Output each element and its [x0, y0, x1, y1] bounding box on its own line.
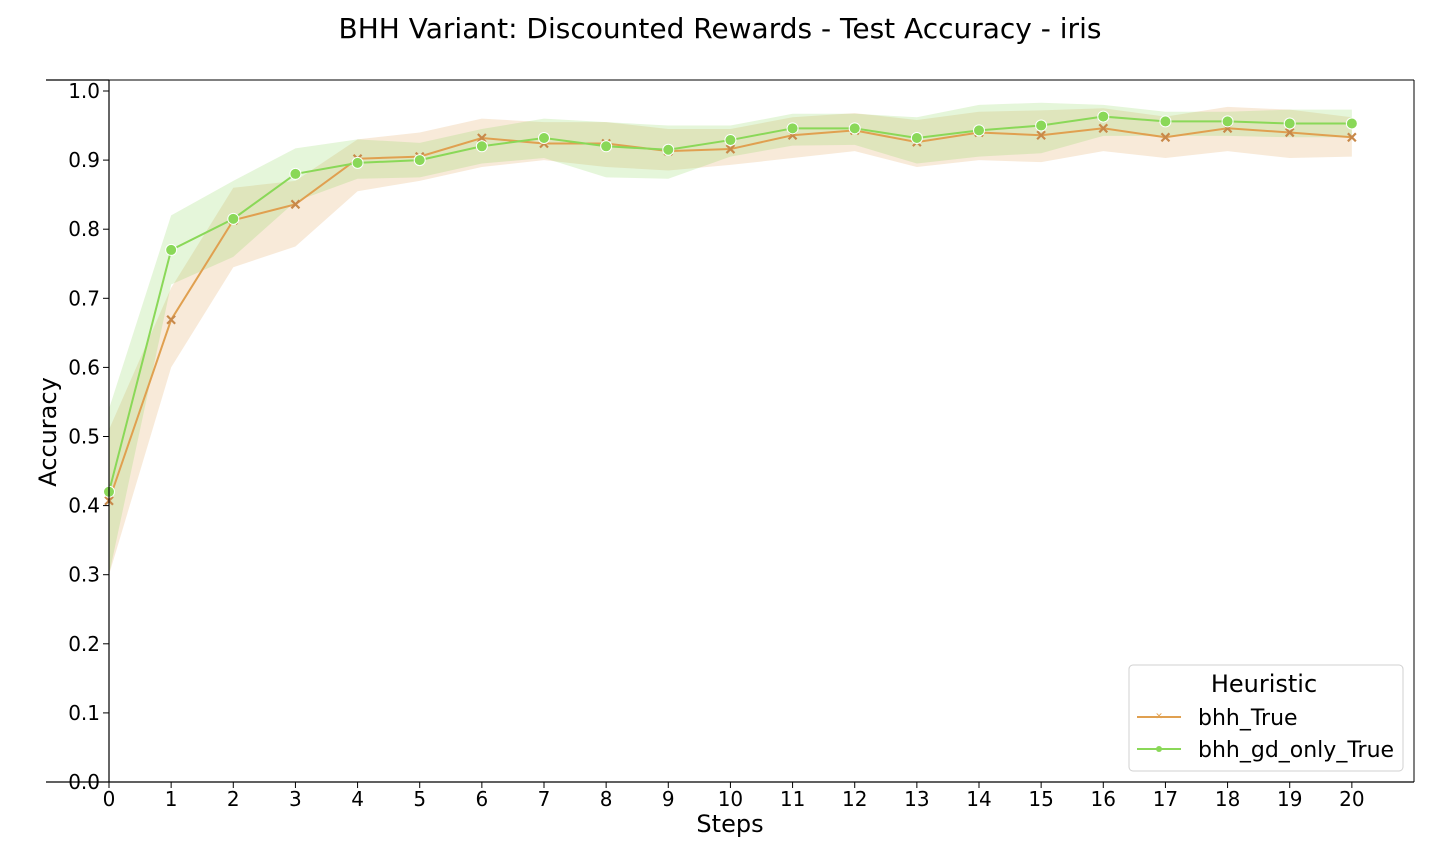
legend-box — [1128, 664, 1404, 772]
legend-marker-bhh-true: ✕ — [1155, 712, 1163, 722]
point-bhh-gd-only-true — [538, 131, 550, 144]
point-bhh-true — [1036, 130, 1046, 141]
y-axis-ticks: 0.0 0.1 0.2 0.3 0.4 0.5 0.6 0.7 0.8 0.9 1.0 — [68, 79, 109, 794]
legend-label-bhh-true: bhh_True — [1198, 706, 1298, 731]
legend-marker-bhh-gd-only-true — [1156, 746, 1162, 752]
chart-title: BHH Variant: Discounted Rewards - Test A… — [339, 12, 1102, 45]
y-tick-label: 1.0 — [68, 79, 100, 103]
y-tick-label: 0.4 — [68, 494, 100, 518]
x-tick-label: 19 — [1277, 787, 1302, 811]
x-axis-label: Steps — [696, 810, 763, 838]
point-bhh-true — [477, 133, 487, 143]
x-tick-label: 3 — [289, 787, 302, 811]
x-tick-label: 20 — [1339, 787, 1364, 811]
point-bhh-gd-only-true — [1097, 110, 1110, 123]
point-bhh-gd-only-true — [848, 122, 861, 135]
point-bhh-gd-only-true — [1159, 115, 1172, 128]
y-axis-label: Accuracy — [34, 377, 62, 487]
y-tick-label: 0.9 — [68, 148, 100, 172]
x-tick-label: 0 — [103, 787, 116, 811]
point-bhh-gd-only-true — [910, 131, 923, 144]
legend-title: Heuristic — [1211, 670, 1317, 698]
point-bhh-gd-only-true — [475, 140, 488, 153]
y-tick-label: 0.3 — [68, 563, 100, 587]
point-bhh-gd-only-true — [351, 156, 364, 169]
legend-label-bhh-gd-only-true: bhh_gd_only_True — [1198, 738, 1394, 763]
y-tick-label: 0.1 — [68, 701, 100, 725]
x-tick-label: 8 — [600, 787, 613, 811]
point-bhh-true — [166, 314, 176, 325]
x-tick-label: 2 — [227, 787, 240, 811]
point-bhh-gd-only-true — [600, 140, 613, 153]
x-tick-label: 4 — [351, 787, 364, 811]
x-tick-label: 5 — [413, 787, 426, 811]
point-bhh-gd-only-true — [1345, 117, 1358, 130]
x-tick-label: 17 — [1153, 787, 1178, 811]
y-tick-label: 0.2 — [68, 632, 100, 656]
point-bhh-gd-only-true — [724, 134, 737, 147]
point-bhh-gd-only-true — [227, 212, 240, 225]
point-bhh-true — [1160, 132, 1171, 143]
point-bhh-gd-only-true — [973, 124, 985, 137]
series-markers — [103, 110, 1358, 506]
y-tick-label: 0.8 — [68, 217, 100, 241]
x-tick-label: 16 — [1091, 787, 1116, 811]
legend: Heuristic ✕ bhh_True bhh_gd_only_True — [1128, 664, 1404, 772]
point-bhh-gd-only-true — [165, 243, 178, 256]
point-bhh-gd-only-true — [1221, 115, 1234, 128]
x-tick-label: 15 — [1028, 787, 1053, 811]
point-bhh-gd-only-true — [662, 143, 675, 156]
point-bhh-true — [1347, 132, 1357, 143]
x-tick-label: 14 — [966, 787, 991, 811]
x-tick-label: 6 — [475, 787, 488, 811]
point-bhh-true — [725, 144, 736, 154]
y-tick-label: 0.5 — [68, 425, 100, 449]
y-tick-label: 0.7 — [68, 286, 100, 310]
point-bhh-gd-only-true — [786, 122, 799, 135]
x-tick-label: 11 — [780, 787, 805, 811]
point-bhh-gd-only-true — [1283, 117, 1296, 130]
x-tick-label: 13 — [904, 787, 929, 811]
x-tick-label: 1 — [165, 787, 178, 811]
x-tick-label: 7 — [538, 787, 551, 811]
point-bhh-gd-only-true — [413, 154, 426, 167]
y-tick-label: 0.6 — [68, 355, 100, 379]
x-tick-label: 9 — [662, 787, 675, 811]
point-bhh-gd-only-true — [289, 167, 302, 180]
point-bhh-true — [1284, 127, 1295, 138]
x-tick-label: 10 — [718, 787, 743, 811]
x-tick-label: 18 — [1215, 787, 1240, 811]
point-bhh-true — [1098, 123, 1109, 134]
point-bhh-true — [290, 199, 301, 210]
x-tick-label: 12 — [842, 787, 867, 811]
x-axis-ticks: 0 1 2 3 4 5 6 7 8 9 10 11 12 13 14 15 16 17 18 19 20 — [103, 782, 1365, 811]
point-bhh-gd-only-true — [1035, 119, 1048, 132]
y-tick-label: 0.0 — [68, 770, 100, 794]
